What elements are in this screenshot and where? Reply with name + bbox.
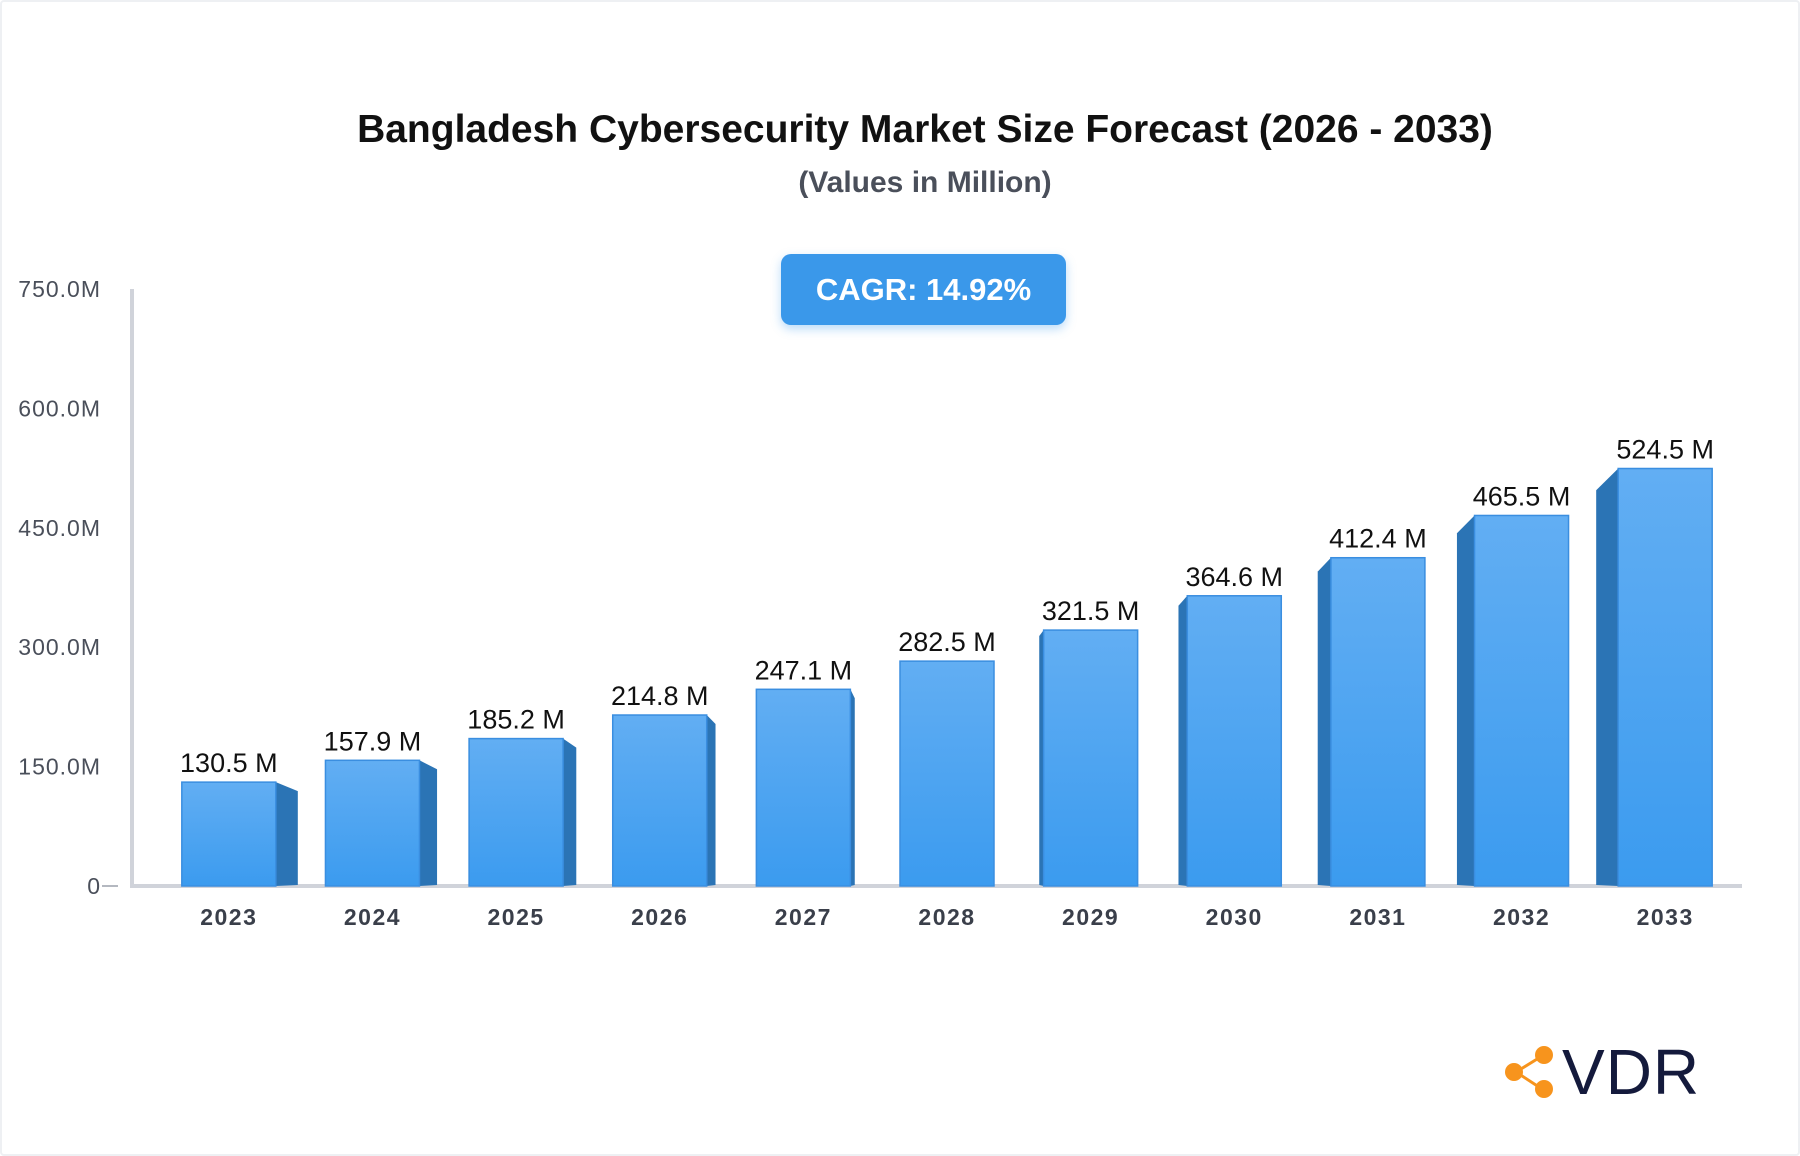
data-label: 247.1 M	[755, 655, 853, 685]
y-tick-label: 150.0M	[18, 754, 101, 780]
data-label: 465.5 M	[1473, 481, 1571, 511]
data-label: 185.2 M	[467, 705, 565, 735]
bar	[1473, 514, 1570, 887]
bar-side	[1596, 468, 1619, 886]
bar-side	[706, 715, 716, 886]
cagr-badge: CAGR: 14.92%	[781, 254, 1066, 325]
data-label: 130.5 M	[180, 748, 278, 778]
chart-subtitle: (Values in Million)	[798, 166, 1052, 199]
bar-side	[1456, 515, 1475, 886]
x-tick-label: 2026	[631, 904, 688, 930]
bar-side	[1317, 557, 1331, 886]
bar	[899, 660, 995, 887]
y-tick-label: 600.0M	[18, 395, 101, 421]
y-tick-label: 0	[87, 873, 101, 899]
y-tick-label: 450.0M	[18, 515, 101, 541]
chart-title: Bangladesh Cybersecurity Market Size For…	[357, 108, 1493, 151]
logo-text: VDR	[1562, 1036, 1701, 1108]
bar-side	[1178, 595, 1188, 886]
bar	[611, 714, 708, 887]
bar	[1330, 556, 1426, 887]
bar	[1617, 467, 1713, 887]
x-tick-label: 2027	[775, 904, 832, 930]
bar-side	[850, 689, 855, 886]
x-tick-label: 2033	[1637, 904, 1694, 930]
bar	[468, 737, 564, 887]
bar	[1042, 629, 1139, 887]
bar-side	[275, 782, 298, 886]
data-label: 214.8 M	[611, 681, 709, 711]
share-nodes-icon	[1505, 1046, 1553, 1098]
y-tick-label: 750.0M	[18, 276, 101, 302]
y-tick-label: 300.0M	[18, 634, 101, 660]
data-label: 321.5 M	[1042, 596, 1140, 626]
vdr-logo: VDR	[1504, 1040, 1700, 1104]
bar	[755, 688, 852, 887]
x-tick-label: 2023	[200, 904, 257, 930]
x-tick-label: 2025	[488, 904, 545, 930]
x-tick-label: 2029	[1062, 904, 1119, 930]
bar	[324, 759, 421, 887]
data-label: 412.4 M	[1329, 524, 1427, 554]
x-tick-label: 2031	[1349, 904, 1406, 930]
x-tick-label: 2024	[344, 904, 401, 930]
bar-side	[419, 760, 438, 886]
data-label: 157.9 M	[324, 726, 422, 756]
bar-side	[1039, 630, 1044, 886]
x-tick-label: 2028	[918, 904, 975, 930]
bar	[1186, 595, 1283, 887]
data-label: 282.5 M	[898, 627, 996, 657]
x-tick-label: 2032	[1493, 904, 1550, 930]
data-label: 364.6 M	[1185, 562, 1283, 592]
x-tick-label: 2030	[1206, 904, 1263, 930]
data-label: 524.5 M	[1616, 434, 1714, 464]
bar	[181, 781, 277, 887]
bar-side	[563, 738, 577, 886]
